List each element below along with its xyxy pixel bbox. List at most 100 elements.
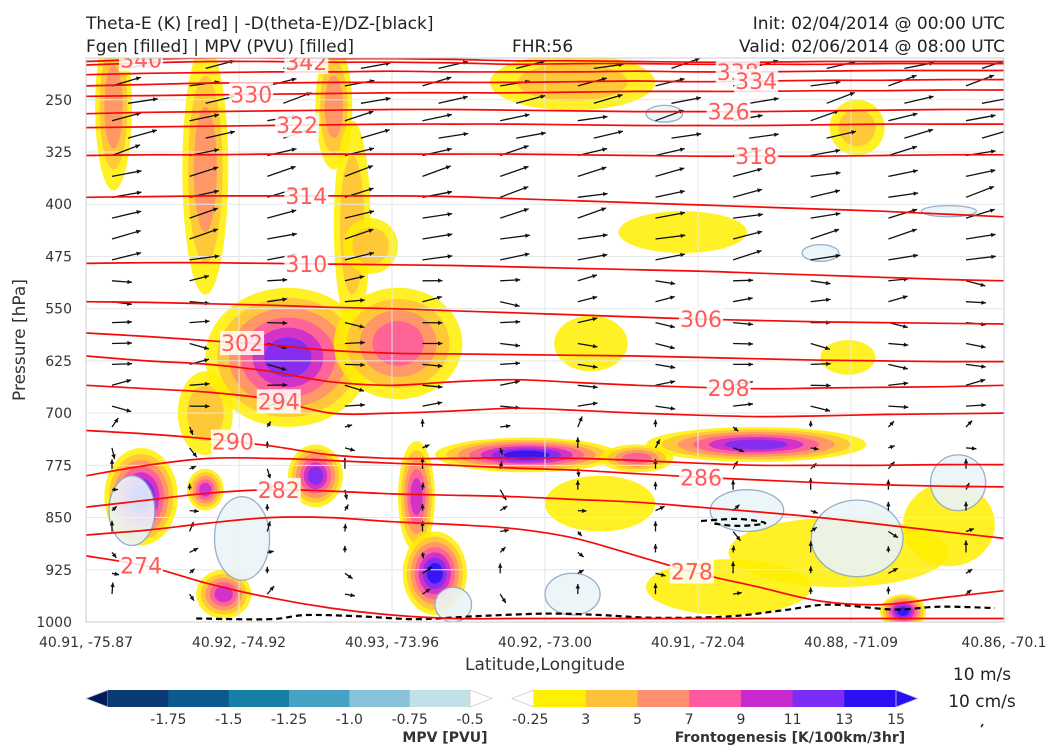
y-tick-label-8: 850 <box>45 511 72 527</box>
wind-vector-190 <box>888 363 908 370</box>
wind-vector-265 <box>189 508 199 514</box>
wind-vector-298 <box>886 546 891 553</box>
theta-e-label-bg-334 <box>734 69 779 94</box>
wind-vector-58 <box>904 128 934 139</box>
wind-vector-283 <box>653 521 658 532</box>
wind-vector-148 <box>422 295 443 303</box>
wind-vector-192 <box>111 379 132 386</box>
fgen-blob-9-6 <box>724 439 788 450</box>
fgen-blob-14-5 <box>410 478 423 516</box>
wind-vector-281 <box>500 528 510 533</box>
theta-e-contour-326 <box>86 108 1004 115</box>
fgen-colorbar-tick-0: 3 <box>581 712 590 728</box>
wind-vector-294 <box>577 551 585 558</box>
wind-vector-123 <box>344 251 375 261</box>
theta-e-contour-306 <box>86 300 1004 325</box>
fgen-blob-1-3 <box>193 106 217 233</box>
theta-e-label-330: 330 <box>230 83 272 108</box>
chart-title-line1: Theta-E (K) [red] | -D(theta-E)/DZ-[blac… <box>86 14 434 34</box>
wind-vector-75 <box>344 165 374 178</box>
wind-vector-187 <box>655 363 676 370</box>
wind-vector-258 <box>575 480 580 490</box>
y-tick-label-2: 400 <box>45 197 72 213</box>
wind-vector-278 <box>266 521 271 532</box>
wind-vector-202 <box>888 381 909 386</box>
wind-vector-33 <box>826 91 855 104</box>
wind-vector-293 <box>499 546 506 553</box>
fgen-colorbar-tick-6: 15 <box>887 712 905 728</box>
wind-vector-98 <box>267 209 297 219</box>
theta-e-contour-342 <box>86 60 1004 66</box>
mpv-colorbar-tick-0: -1.75 <box>150 712 186 728</box>
wind-vector-304 <box>422 566 433 574</box>
wind-vector-226 <box>887 420 895 428</box>
wind-vector-136 <box>422 278 443 283</box>
mpv-contour-3 <box>810 499 904 578</box>
theta-e-label-bg-286 <box>679 465 724 490</box>
wind-vector-306 <box>577 569 585 574</box>
y-tick-label-7: 775 <box>45 458 72 474</box>
wind-vector-301 <box>189 568 196 574</box>
wind-vector-234 <box>575 437 580 448</box>
wind-vector-28 <box>438 95 468 104</box>
wind-vector-267 <box>344 504 349 511</box>
fgen-colorbar-label: Frontogenesis [K/100km/3hr] <box>675 730 905 746</box>
wind-vector-121 <box>189 254 220 261</box>
wind-vector-285 <box>810 526 818 533</box>
fgen-blob-2-3 <box>324 75 344 139</box>
wind-vector-169 <box>189 342 210 350</box>
fgen-colorbar-swatch-7 <box>844 690 897 707</box>
theta-e-label-bg-294 <box>256 389 301 414</box>
wind-vector-286 <box>888 530 899 539</box>
wind-vector-100 <box>422 212 453 219</box>
wind-vector-74 <box>267 165 296 178</box>
wind-vector-219 <box>344 424 353 429</box>
wind-vector-160 <box>422 320 443 325</box>
static-stability-contour <box>196 517 995 621</box>
wind-vector-218 <box>266 421 272 428</box>
wind-vector-55 <box>671 132 702 139</box>
mpv-colorbar-tick-3: -1.0 <box>336 712 363 728</box>
wind-vector-252 <box>111 487 119 492</box>
wind-vector-176 <box>733 341 754 347</box>
theta-e-label-298: 298 <box>708 377 750 402</box>
init-time: Init: 02/04/2014 @ 00:00 UTC <box>752 14 1005 34</box>
wind-vector-290 <box>267 549 274 555</box>
mpv-colorbar-tick-1: -1.5 <box>215 712 242 728</box>
wind-vector-97 <box>189 207 219 219</box>
theta-e-label-bg-330 <box>229 82 274 107</box>
wind-vector-173 <box>500 342 521 348</box>
wind-vector-152 <box>732 296 753 303</box>
wind-reference-label-1: 10 m/s <box>953 665 1011 685</box>
wind-vector-49 <box>205 130 236 139</box>
wind-vector-319 <box>653 583 658 595</box>
wind-vector-201 <box>810 383 831 388</box>
wind-vector-29 <box>516 94 546 104</box>
wind-vector-40 <box>422 113 453 122</box>
wind-vector-91 <box>655 189 685 198</box>
fgen-colorbar-swatch-2 <box>585 690 638 707</box>
wind-vector-109 <box>189 228 219 240</box>
wind-vector-133 <box>189 274 210 282</box>
fgen-colorbar-tick-5: 13 <box>835 712 853 728</box>
wind-vector-186 <box>577 363 598 369</box>
theta-e-label-340: 340 <box>120 49 162 74</box>
y-axis-label: Pressure [hPa] <box>10 279 30 401</box>
wind-vector-141 <box>810 280 831 286</box>
forecast-hour: FHR:56 <box>512 37 574 57</box>
wind-vector-90 <box>577 192 608 198</box>
wind-vector-154 <box>888 295 908 303</box>
theta-e-contour-322 <box>86 123 1004 129</box>
wind-vector-216 <box>111 417 119 428</box>
mpv-colorbar-swatch-1 <box>108 690 169 707</box>
theta-e-label-278: 278 <box>671 561 713 586</box>
wind-vector-211 <box>655 405 676 411</box>
mpv-colorbar-swatch-5 <box>349 690 411 707</box>
wind-vector-27 <box>360 96 391 104</box>
wind-vector-48 <box>127 129 158 139</box>
theta-e-label-294: 294 <box>258 390 300 415</box>
wind-vector-318 <box>575 584 580 595</box>
fgen-colorbar-tick-2: 7 <box>685 712 694 728</box>
wind-vector-158 <box>267 320 288 326</box>
